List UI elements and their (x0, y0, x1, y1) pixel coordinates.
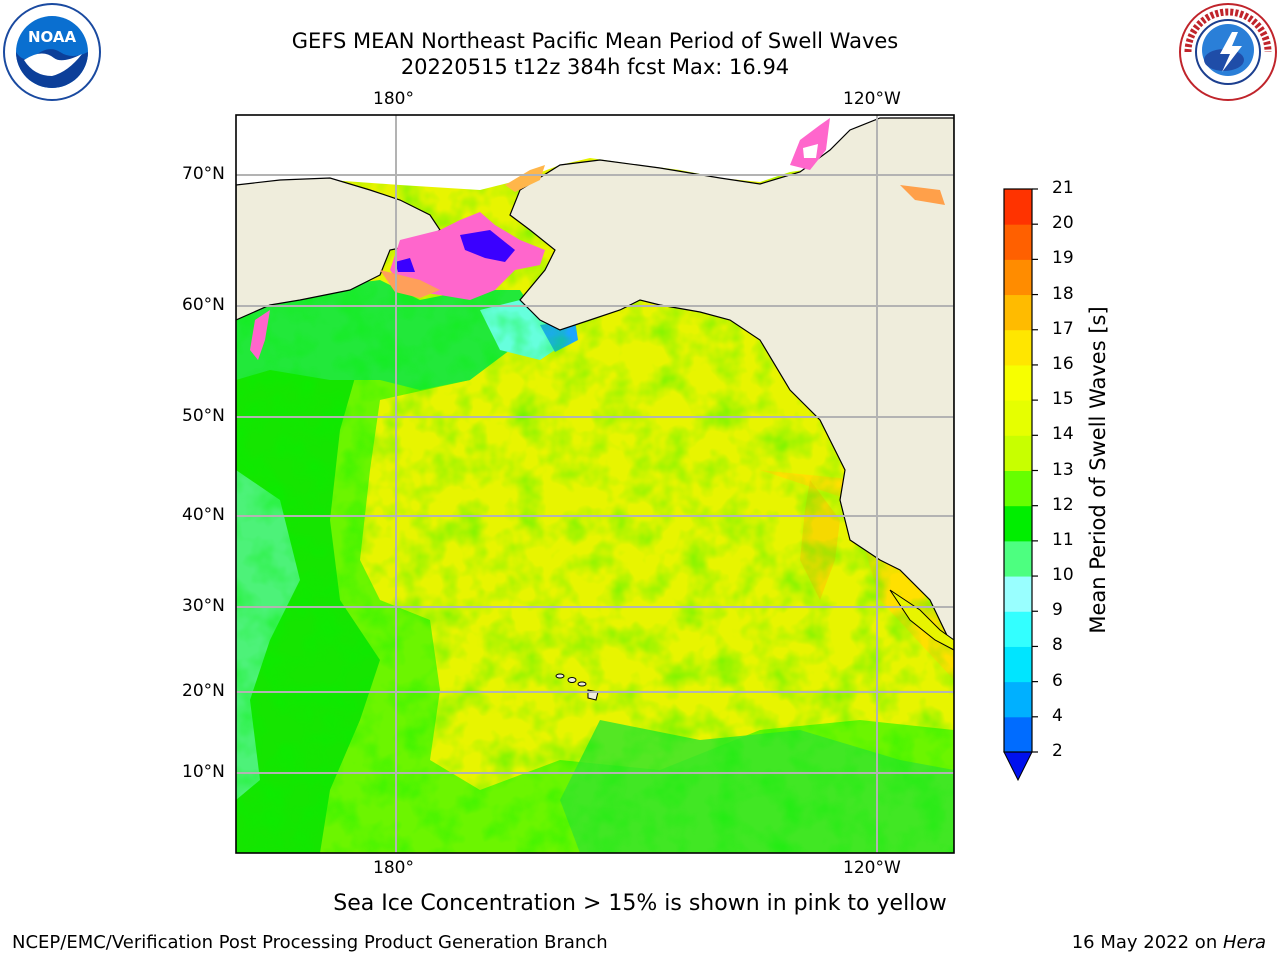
colorbar-segment (1004, 329, 1032, 366)
chart-subtitle: 20220515 t12z 384h fcst Max: 16.94 (400, 55, 790, 79)
colorbar-segment (1004, 259, 1032, 296)
colorbar-segment (1004, 681, 1032, 718)
lon-label-bottom-180: 180° (373, 858, 414, 878)
lon-label-bottom-120w: 120°W (843, 858, 901, 878)
map-frame (235, 114, 955, 854)
colorbar-tick-label: 13 (1052, 459, 1074, 480)
colorbar-segment (1004, 576, 1032, 612)
colorbar-segment (1004, 505, 1032, 542)
colorbar-extend-arrow (1003, 751, 1033, 782)
colorbar-segment (1004, 470, 1032, 507)
lat-label-70n: 70°N (182, 164, 225, 184)
colorbar-segment (1004, 224, 1032, 260)
colorbar-segment (1004, 611, 1032, 647)
lat-label-10n: 10°N (182, 762, 225, 782)
colorbar-segment (1004, 435, 1032, 471)
arctic-ocean (236, 115, 954, 190)
colorbar-title: Mean Period of Swell Waves [s] (1086, 306, 1110, 634)
colorbar (1003, 188, 1038, 782)
colorbar-tick-label: 20 (1052, 213, 1074, 234)
colorbar-tick-label: 16 (1052, 353, 1074, 374)
colorbar-tick-label: 8 (1052, 635, 1063, 656)
colorbar-segment (1004, 294, 1032, 331)
colorbar-tick-label: 2 (1052, 741, 1063, 761)
chart-title: GEFS MEAN Northeast Pacific Mean Period … (291, 29, 899, 53)
graticule (236, 115, 954, 853)
colorbar-tick-label: 17 (1052, 318, 1074, 339)
lon-label-top-180: 180° (373, 89, 414, 109)
footer-host: Hera (1222, 932, 1266, 953)
colorbar-tick-label: 21 (1052, 178, 1074, 198)
colorbar-segment (1004, 646, 1032, 683)
colorbar-tick-label: 12 (1052, 494, 1074, 515)
colorbar-tick-label: 6 (1052, 670, 1063, 691)
colorbar-tick-label: 18 (1052, 283, 1074, 304)
colorbar-tick-label: 15 (1052, 389, 1074, 410)
colorbar-tick-label: 9 (1052, 600, 1063, 621)
nws-logo (1179, 3, 1277, 101)
colorbar-tick-label: 4 (1052, 705, 1063, 726)
colorbar-segment (1004, 189, 1032, 225)
caption: Sea Ice Concentration > 15% is shown in … (333, 891, 947, 916)
footer-date-text: 16 May 2022 on (1071, 932, 1223, 953)
colorbar-segment (1004, 540, 1032, 577)
colorbar-tick-label: 19 (1052, 248, 1074, 269)
gulf-of-california (889, 589, 954, 651)
colorbar-segment (1004, 400, 1032, 436)
noaa-logo-text: NOAA (28, 28, 77, 46)
footer-date: 16 May 2022 on Hera (1072, 932, 1266, 953)
sea-ice-overlay (250, 118, 945, 360)
colorbar-tick-label: 10 (1052, 565, 1074, 586)
lat-label-40n: 40°N (182, 505, 225, 525)
lat-label-30n: 30°N (182, 596, 225, 616)
colorbar-tick-label: 11 (1052, 529, 1074, 550)
lat-label-50n: 50°N (182, 406, 225, 426)
colorbar-tick-label: 14 (1052, 424, 1074, 445)
lon-label-top-120w: 120°W (843, 89, 901, 109)
lat-label-20n: 20°N (182, 681, 225, 701)
lat-label-60n: 60°N (182, 295, 225, 315)
colorbar-segment (1004, 364, 1032, 401)
footer-credit: NCEP/EMC/Verification Post Processing Pr… (12, 932, 608, 953)
colorbar-segment (1004, 716, 1032, 753)
noaa-logo: NOAA (3, 3, 101, 101)
